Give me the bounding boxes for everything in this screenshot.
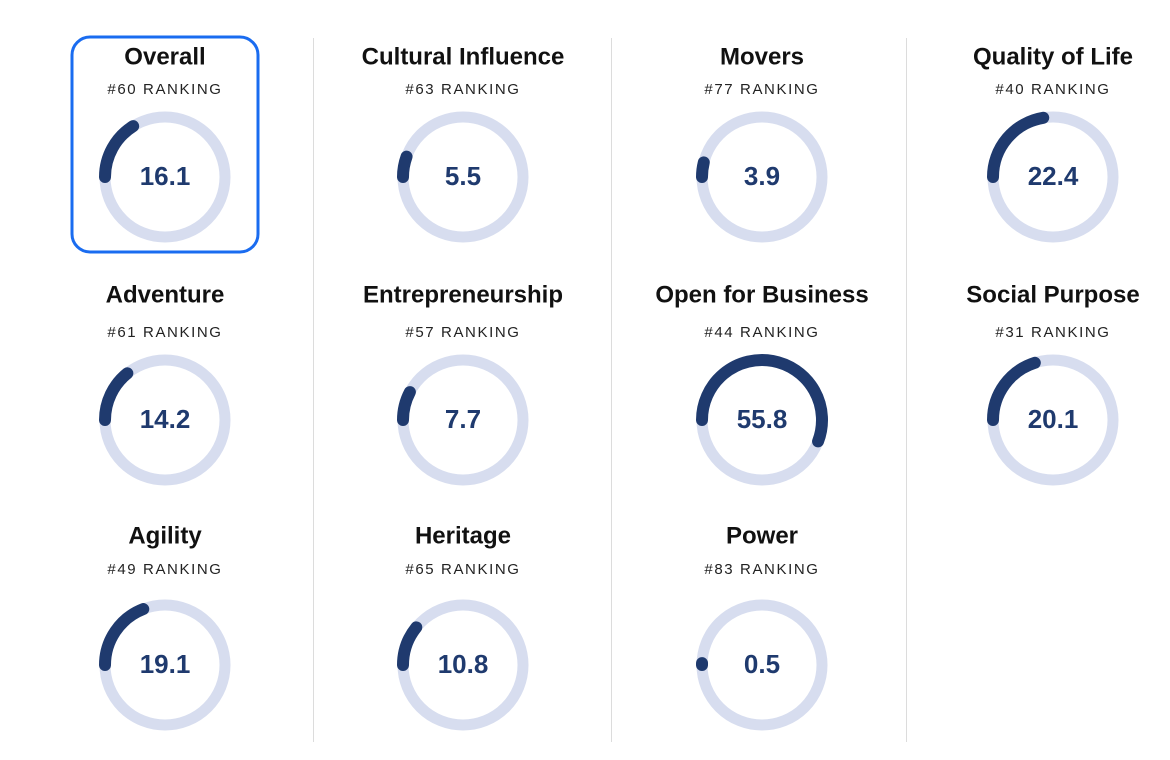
gauge-arc: [397, 621, 423, 671]
score: 5.5: [445, 161, 481, 191]
gauge-arc: [99, 120, 140, 183]
card-title[interactable]: Cultural Influence: [362, 43, 565, 70]
score: 3.9: [744, 161, 780, 191]
card-title[interactable]: Power: [726, 522, 798, 549]
ranking: #63 RANKING: [405, 81, 520, 98]
ranking: #65 RANKING: [405, 561, 520, 578]
card-title[interactable]: Open for Business: [655, 281, 868, 308]
ranking: #61 RANKING: [107, 324, 222, 341]
gauge-arc: [987, 111, 1050, 183]
ranking: #60 RANKING: [107, 81, 222, 98]
score: 7.7: [445, 404, 481, 434]
gauge-arc: [397, 386, 416, 426]
score: 16.1: [140, 161, 191, 191]
gauge-arc: [99, 367, 134, 426]
ranking: #44 RANKING: [704, 324, 819, 341]
score: 10.8: [438, 649, 489, 679]
card-title[interactable]: Quality of Life: [973, 43, 1133, 70]
card-title[interactable]: Adventure: [106, 281, 225, 308]
score: 19.1: [140, 649, 191, 679]
ranking: #83 RANKING: [704, 561, 819, 578]
ranking: #77 RANKING: [704, 81, 819, 98]
gauge-arc: [397, 150, 413, 183]
ranking: #40 RANKING: [995, 81, 1110, 98]
score: 22.4: [1028, 161, 1079, 191]
ranking: #31 RANKING: [995, 324, 1110, 341]
gauge-arc: [696, 354, 828, 448]
selected-card-outline: [70, 35, 260, 254]
score: 55.8: [737, 404, 788, 434]
card-title[interactable]: Social Purpose: [966, 281, 1139, 308]
ranking: #57 RANKING: [405, 324, 520, 341]
score: 14.2: [140, 404, 191, 434]
ranking: #49 RANKING: [107, 561, 222, 578]
score: 20.1: [1028, 404, 1079, 434]
card-title[interactable]: Movers: [720, 43, 804, 70]
card-title[interactable]: Overall: [124, 43, 205, 70]
card-title[interactable]: Heritage: [415, 522, 511, 549]
gauge-arc: [696, 156, 710, 183]
card-title[interactable]: Agility: [128, 522, 202, 549]
score: 0.5: [744, 649, 780, 679]
gauge-arc: [987, 356, 1041, 426]
card-title[interactable]: Entrepreneurship: [363, 281, 563, 308]
gauge-arc: [99, 603, 150, 671]
